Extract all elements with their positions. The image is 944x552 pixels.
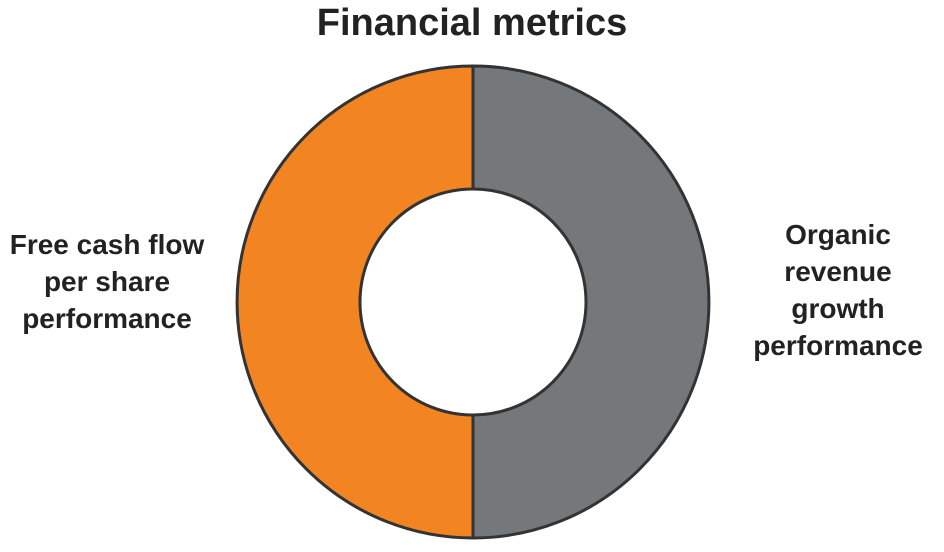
donut-slice — [235, 64, 475, 540]
slice-label: Free cash flow per share performance — [9, 229, 205, 334]
slice-label: Organic revenue growth performance — [753, 219, 923, 361]
chart-title: Financial metrics — [316, 2, 628, 44]
donut-slice — [471, 64, 711, 540]
